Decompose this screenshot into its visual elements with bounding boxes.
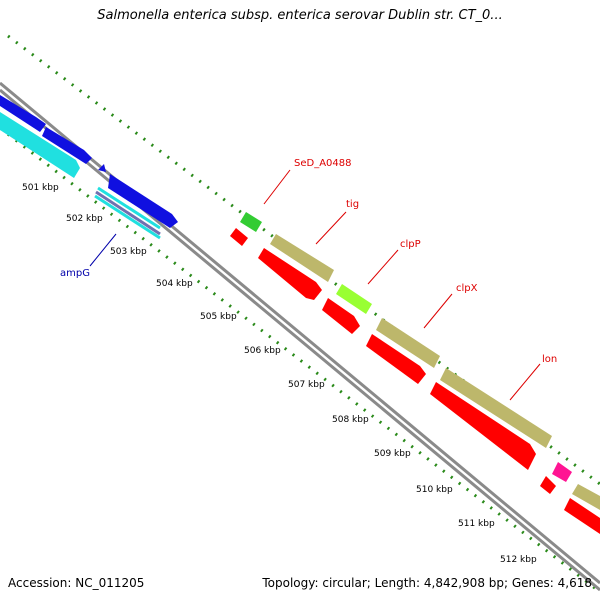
label-clpP: clpP (400, 239, 421, 250)
leader-clpP (367, 249, 399, 285)
tick-label: 508 kbp (332, 415, 369, 425)
gene-red-small-2 (540, 476, 556, 494)
gene-cyan-1 (0, 112, 80, 178)
tick-label: 502 kbp (66, 214, 103, 224)
gene-red-right (564, 498, 600, 534)
backbone-outer (0, 81, 600, 585)
gene-cyan-lines-2 (94, 194, 161, 240)
tick-label: 504 kbp (156, 279, 193, 289)
gene-khaki-right (572, 484, 600, 510)
leader-ampG (89, 233, 117, 267)
gene-lon (440, 368, 552, 448)
tick-label: 509 kbp (374, 449, 411, 459)
label-tig: tig (346, 199, 359, 210)
tick-label: 511 kbp (458, 519, 495, 529)
gene-blue-1 (0, 95, 46, 132)
label-SeD_A0488: SeD_A0488 (294, 158, 352, 169)
leader-tig (315, 211, 347, 245)
inner-tick-line (0, 126, 600, 594)
tick-label: 501 kbp (22, 183, 59, 193)
tick-label: 503 kbp (110, 247, 147, 257)
backbone-inner (0, 88, 600, 592)
gene-red-clpP (322, 298, 360, 334)
gene-red-small-1 (230, 228, 248, 246)
tick-label: 506 kbp (244, 346, 281, 356)
gene-purple-lines (95, 190, 161, 236)
gene-clpX (376, 318, 440, 368)
tick-label: 510 kbp (416, 485, 453, 495)
gene-blue-2 (42, 127, 92, 164)
tick-label: 512 kbp (500, 555, 537, 565)
label-lon: lon (542, 354, 557, 365)
gene-clpP (336, 284, 372, 314)
map-title: Salmonella enterica subsp. enterica sero… (97, 8, 503, 23)
leader-SeD_A0488 (263, 169, 291, 205)
summary-label: Topology: circular; Length: 4,842,908 bp… (262, 576, 592, 590)
tick-label: 505 kbp (200, 312, 237, 322)
gene-red-tig (258, 248, 322, 300)
label-clpX: clpX (456, 283, 478, 294)
accession-label: Accession: NC_011205 (8, 576, 145, 590)
gene-tig (270, 234, 334, 282)
gene-red-lon (430, 382, 536, 470)
gene-blue-4 (108, 174, 178, 228)
gene-cyan-lines-1 (97, 186, 161, 230)
gene-SeD_A0488 (240, 212, 262, 232)
leader-lon (509, 363, 541, 401)
leader-clpX (423, 293, 453, 329)
tick-label: 507 kbp (288, 380, 325, 390)
gene-blue-3 (98, 164, 106, 172)
gene-magenta (552, 462, 572, 482)
gene-red-clpX (366, 334, 426, 384)
label-ampG: ampG (60, 268, 90, 279)
